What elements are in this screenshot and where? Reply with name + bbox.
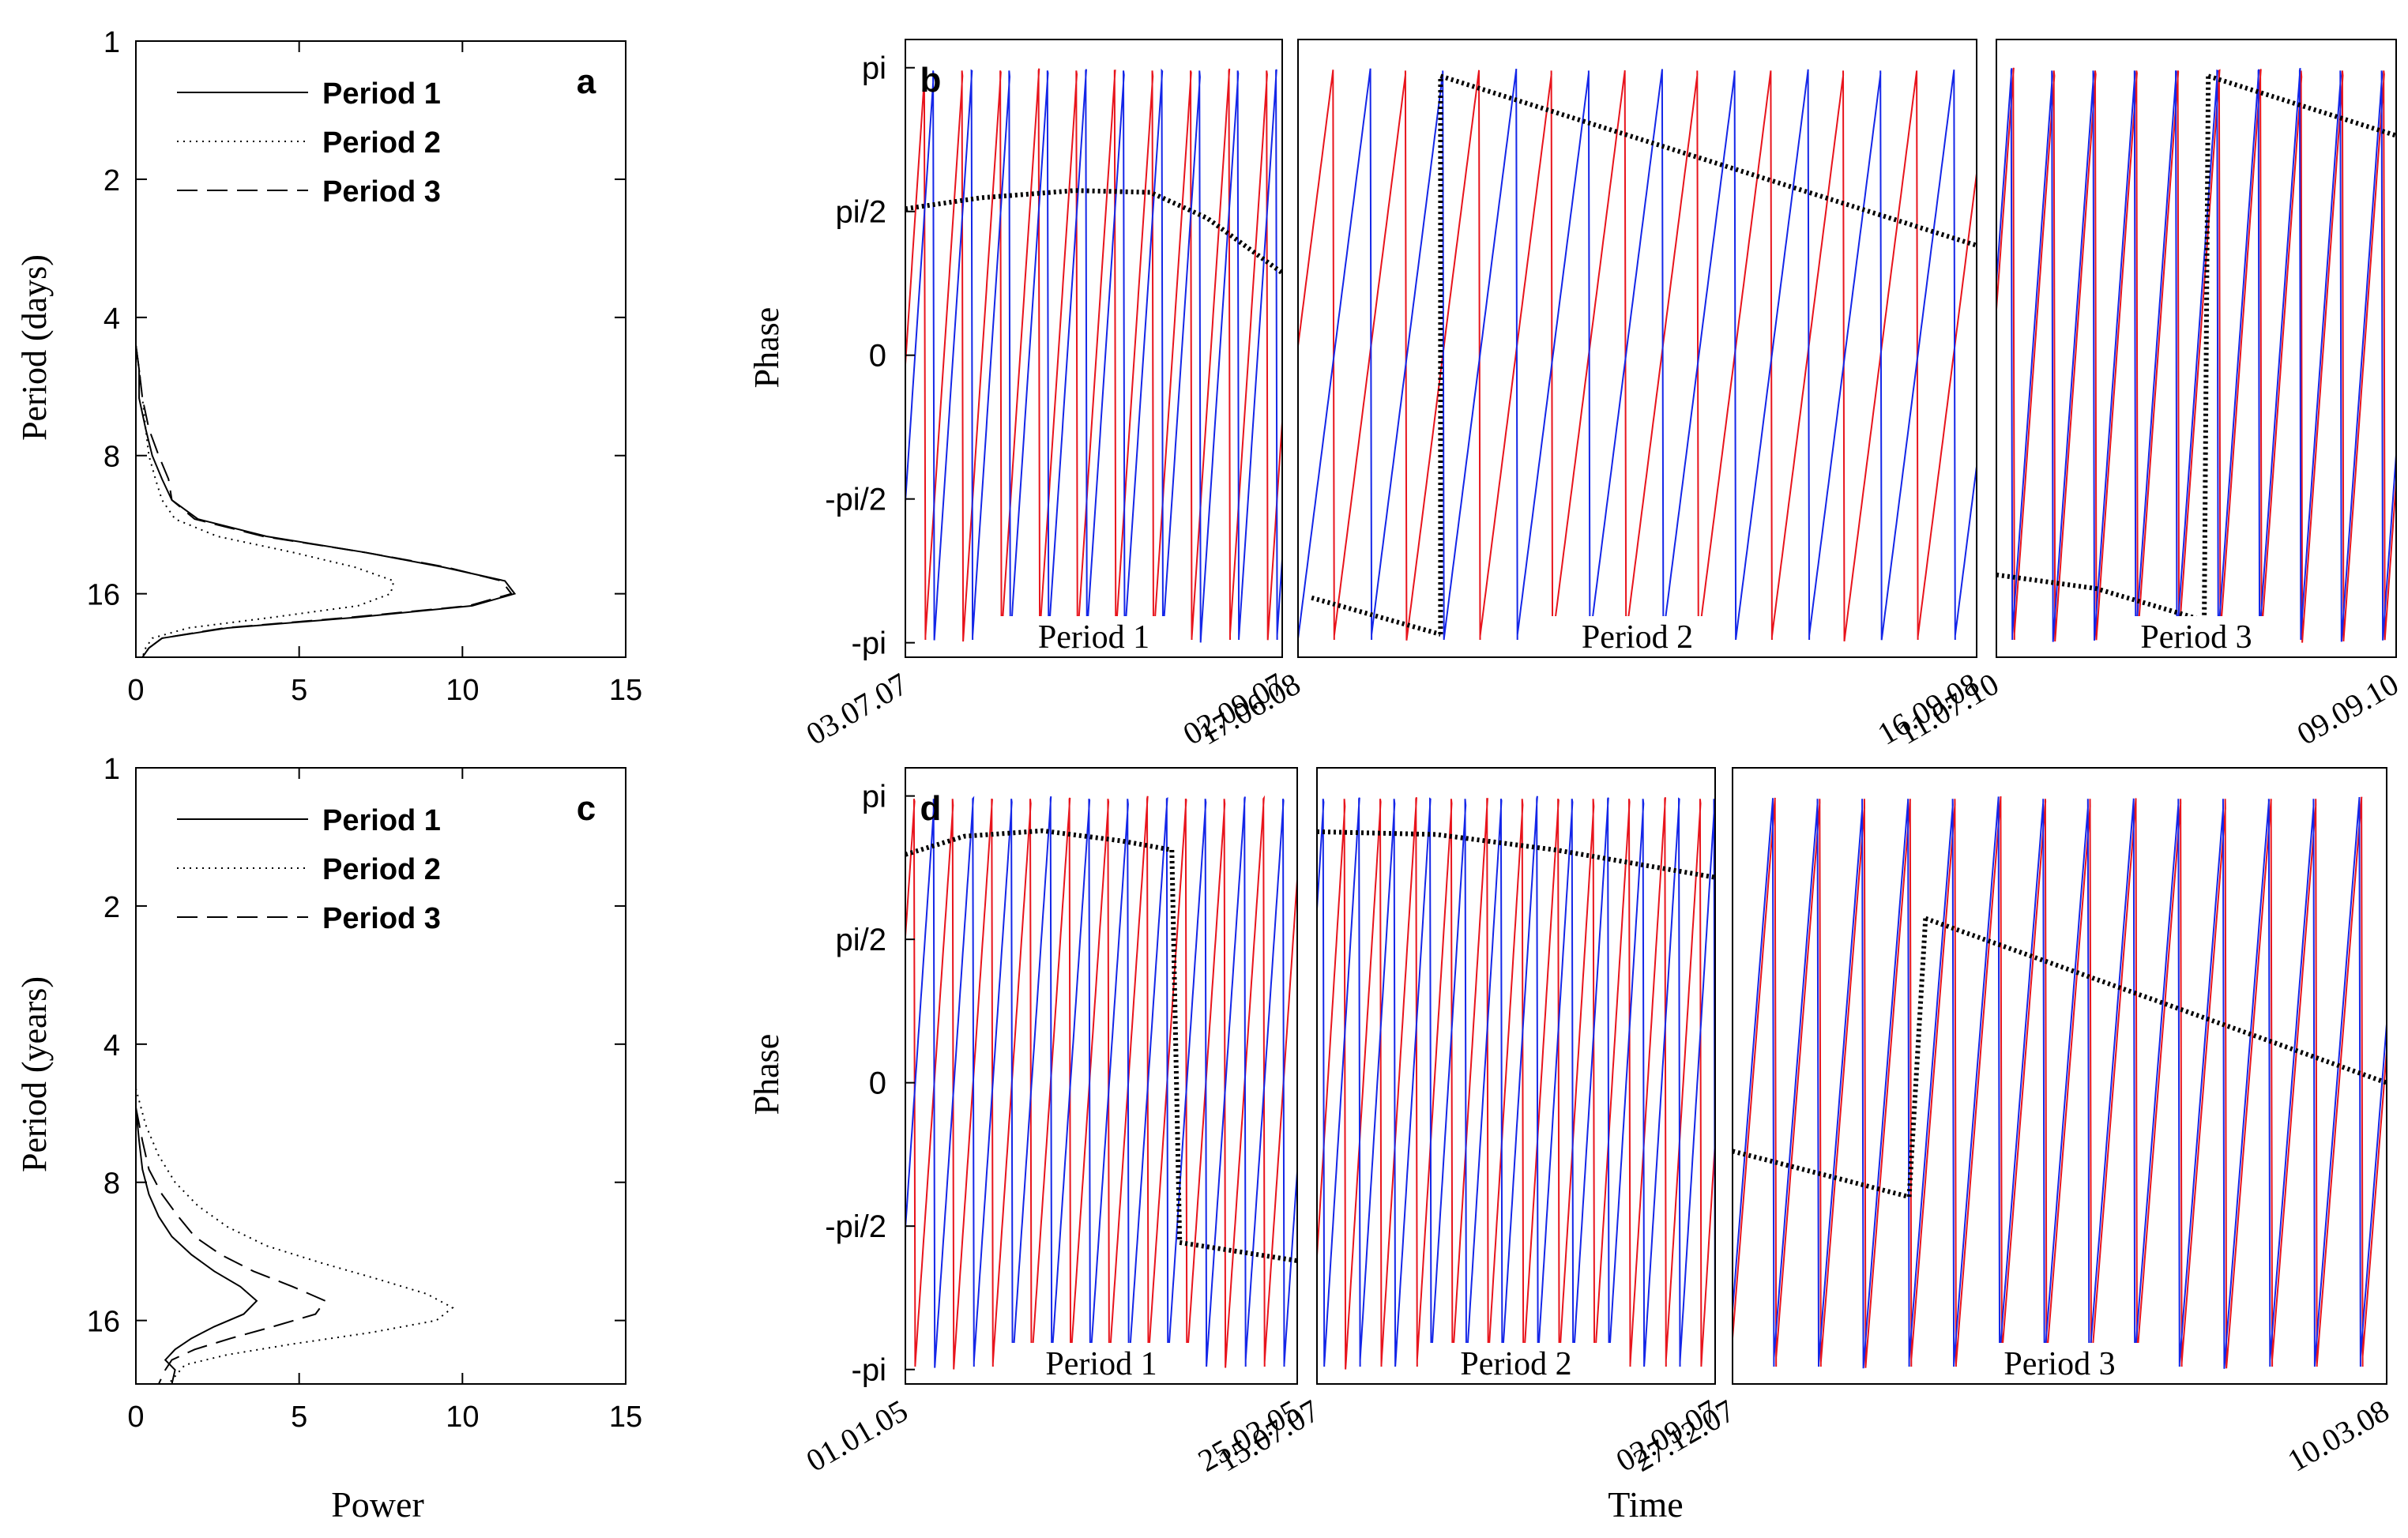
y-tick-label: 1 [103, 753, 120, 786]
phase-difference-line [1925, 916, 2387, 1085]
phase-difference-line [2202, 76, 2211, 621]
panel-label: d [920, 789, 942, 828]
blue-phase-line [905, 795, 1297, 1369]
x-tick-label: 10 [446, 1401, 479, 1434]
x-tick-label: 10 [446, 674, 479, 707]
y-axis-label: Period (years) [15, 976, 54, 1172]
axes-frame [135, 767, 626, 1385]
segment-label-bg [999, 616, 1189, 654]
x-tick-label: 15 [609, 1401, 642, 1434]
segment-plot-area [905, 68, 1282, 643]
blue-phase-line [905, 68, 1282, 643]
x-tick-label: 0 [127, 1401, 144, 1434]
y-tick-label: pi [862, 780, 886, 814]
y-tick-label: 2 [103, 164, 120, 197]
panel-label: c [577, 789, 596, 828]
blue-phase-line [1317, 795, 1715, 1369]
segment-frame [905, 39, 1283, 658]
y-tick-label: 16 [87, 579, 120, 612]
segment-frame [1732, 767, 2387, 1385]
y-tick-label: -pi [852, 1353, 886, 1388]
y-tick-label: 2 [103, 891, 120, 924]
y-tick-label: 8 [103, 441, 120, 474]
panel-a-spectrum-days: 0 5 10 15 1 2 4 8 16 Period (days) a Period 1 Period… [15, 26, 642, 707]
segment-label-bg [1006, 1343, 1196, 1381]
y-tick-label: 4 [103, 303, 120, 336]
segment-frame [1297, 39, 1977, 658]
legend-label: Period 3 [322, 902, 441, 935]
series-line [135, 1107, 327, 1385]
y-tick-label: pi/2 [836, 923, 887, 957]
y-tick-label: 0 [869, 1066, 886, 1101]
red-phase-line [1317, 797, 1715, 1370]
segment-label: Period 3 [2140, 619, 2252, 656]
red-phase-line [905, 68, 1282, 642]
segment-plot-area [1733, 796, 2387, 1369]
y-axis-label: Phase [747, 1034, 786, 1115]
y-tick-label: pi/2 [836, 195, 887, 230]
legend-label: Period 1 [322, 804, 441, 837]
legend-label: Period 2 [322, 853, 441, 886]
segment-label-bg [1421, 1343, 1611, 1381]
phase-difference-line [1996, 572, 2205, 623]
y-tick-label: -pi [852, 626, 886, 661]
x-tick-label: 5 [291, 1401, 307, 1434]
legend-label: Period 3 [322, 175, 441, 209]
segment-label: Period 2 [1460, 1346, 1571, 1382]
segment-plot-area [1317, 795, 1715, 1370]
y-tick-label: 0 [869, 339, 886, 374]
panel-label: b [920, 61, 942, 100]
legend-label: Period 1 [322, 77, 441, 111]
red-phase-line [905, 795, 1297, 1370]
y-axis-label: Period (days) [15, 254, 54, 441]
y-tick-label: 16 [87, 1306, 120, 1339]
x-tick-label: 15 [609, 674, 642, 707]
phase-difference-line [905, 828, 1172, 857]
y-tick-label: 8 [103, 1168, 120, 1201]
red-phase-line [1733, 796, 2387, 1369]
power-xlabel: Power [331, 1484, 424, 1525]
segment-label: Period 3 [2004, 1346, 2115, 1382]
red-phase-line [1996, 67, 2396, 643]
x-tick-label: 0 [127, 674, 144, 707]
segment-label-bg [1542, 616, 1733, 654]
segment-frame [905, 767, 1298, 1385]
series-line [135, 344, 513, 658]
time-xlabel: Time [1608, 1484, 1683, 1525]
y-tick-label: 4 [103, 1029, 120, 1062]
segment-label: Period 1 [1038, 619, 1149, 656]
segment-plot-area [905, 795, 1297, 1370]
segment-plot-area [1298, 68, 1977, 642]
blue-phase-line [1298, 68, 1977, 641]
red-phase-line [1298, 70, 1977, 642]
blue-phase-line [1996, 67, 2396, 642]
y-axis-label: Phase [747, 307, 786, 389]
segment-plot-area [1996, 67, 2396, 643]
panel-c-spectrum-years: 0 5 10 15 1 2 4 8 16 Period (years) c Period 1 Perio… [15, 753, 642, 1434]
panel-label: a [577, 62, 596, 101]
legend-label: Period 2 [322, 126, 441, 160]
phase-difference-line [1311, 595, 1442, 637]
segment-frame [1316, 767, 1716, 1385]
y-tick-label: -pi/2 [825, 483, 886, 517]
y-tick-label: -pi/2 [825, 1209, 886, 1244]
y-tick-label: pi [862, 51, 886, 86]
series-line [135, 1107, 258, 1385]
segment-label: Period 1 [1045, 1346, 1157, 1382]
segment-label: Period 2 [1582, 619, 1693, 656]
phase-difference-line [1169, 849, 1183, 1243]
phase-difference-line [1906, 918, 1928, 1198]
y-tick-label: 1 [103, 26, 120, 59]
segment-label-bg [1965, 1343, 2154, 1381]
blue-phase-line [1733, 796, 2387, 1369]
segment-frame [1996, 39, 2397, 658]
x-tick-label: 5 [291, 674, 307, 707]
segment-label-bg [2101, 616, 2291, 654]
